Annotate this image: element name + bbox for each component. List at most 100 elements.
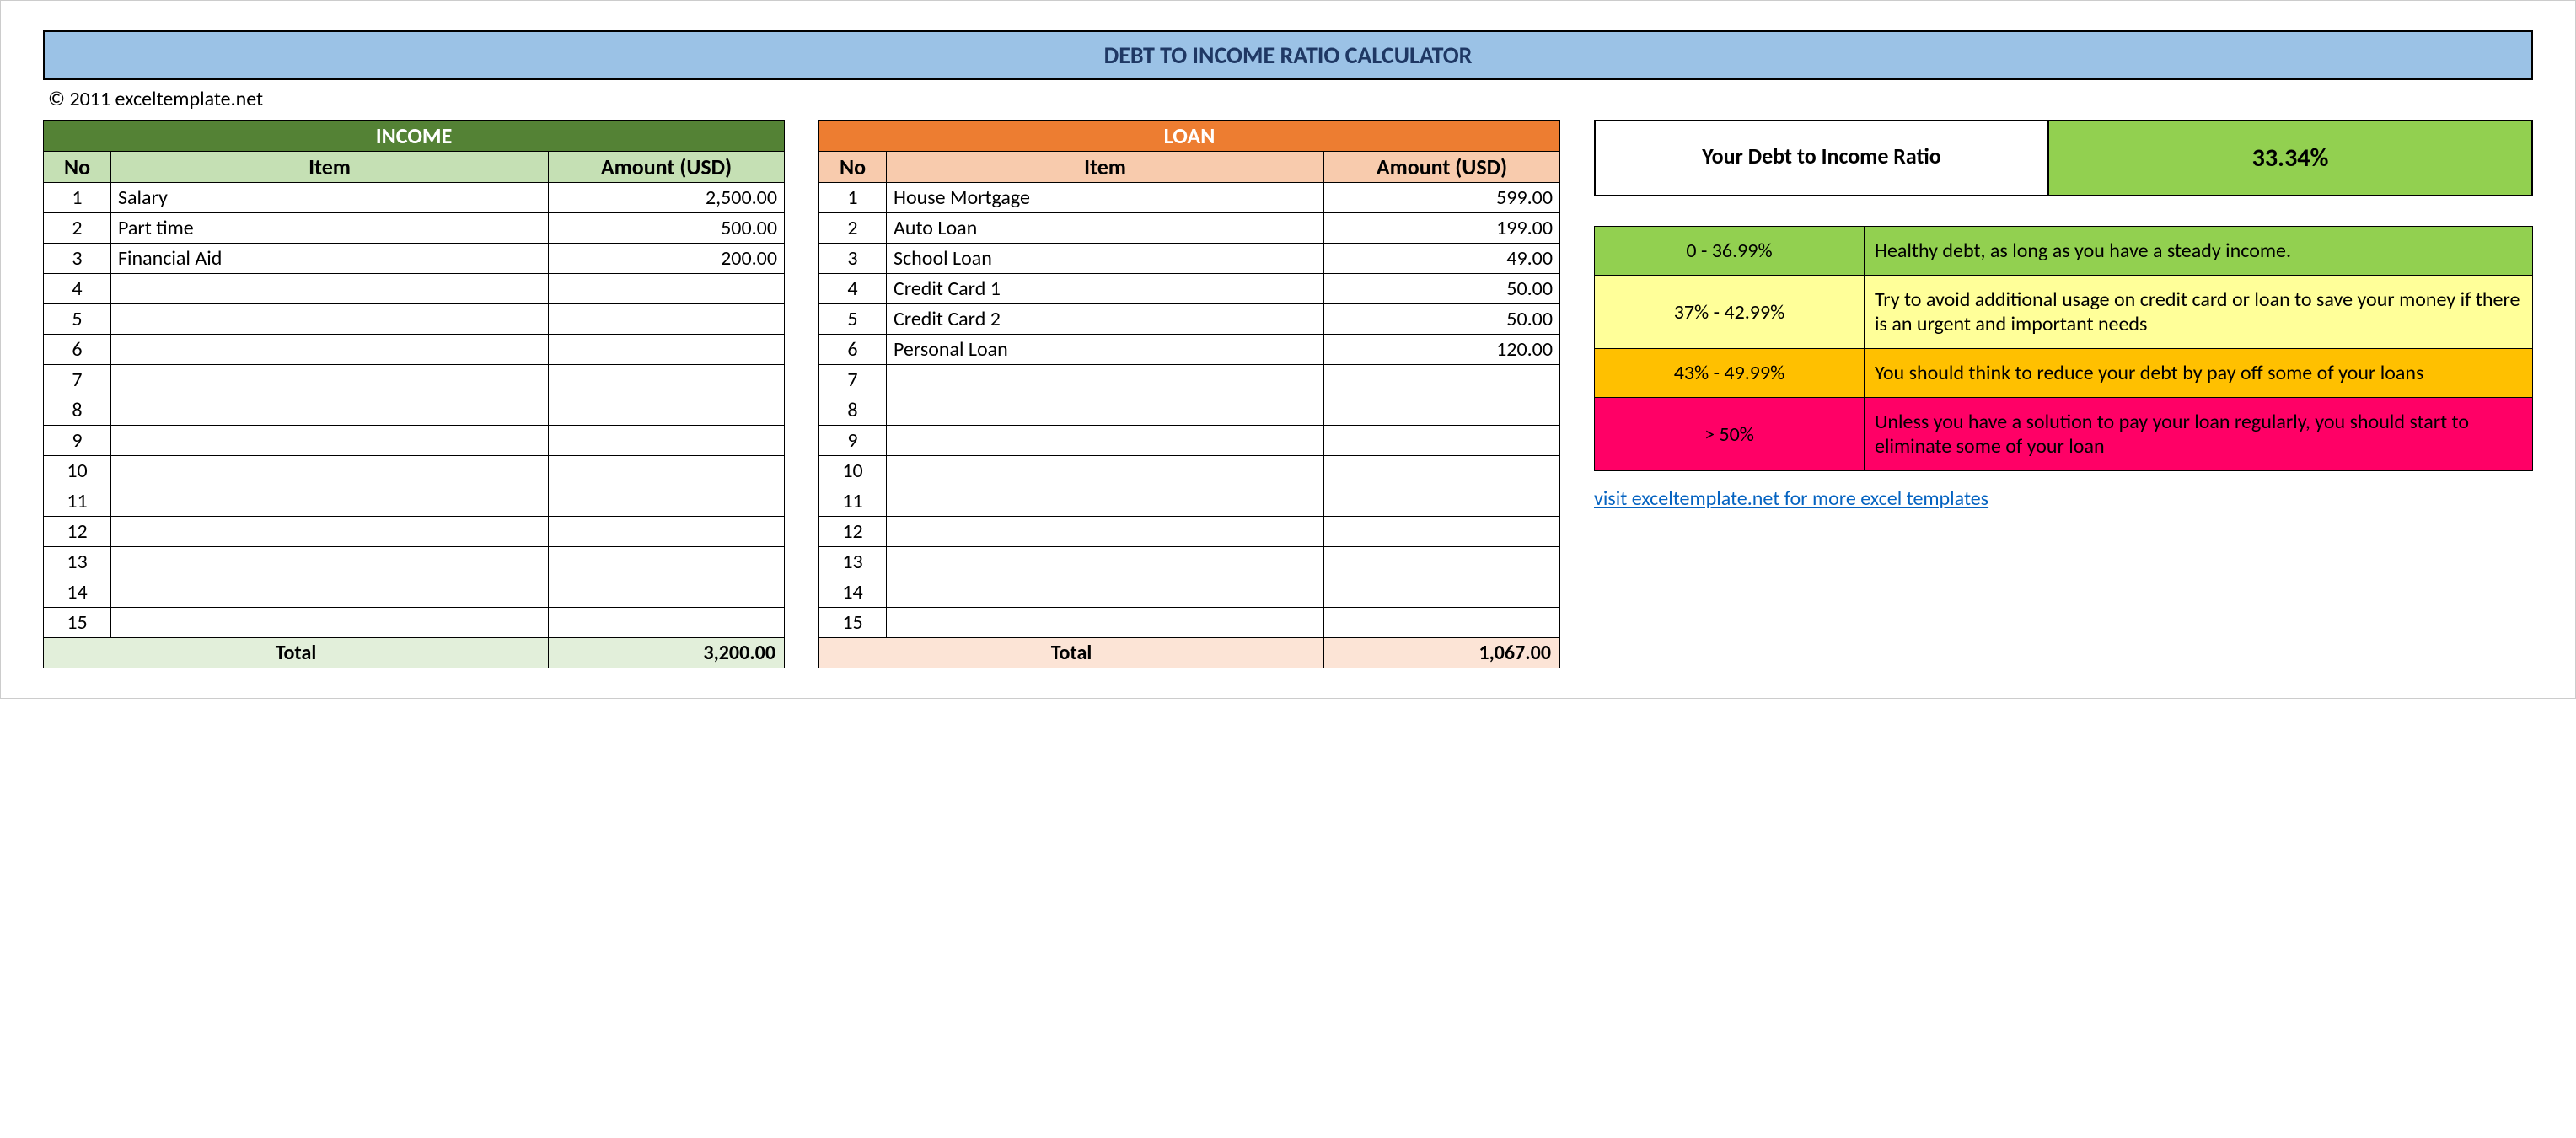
income-row-item[interactable] [111,274,549,304]
income-row-no[interactable]: 2 [44,213,111,244]
loan-row-item[interactable] [887,547,1324,577]
loan-row-no[interactable]: 10 [819,456,887,486]
loan-row-amount[interactable]: 50.00 [1324,304,1560,335]
income-row-amount[interactable]: 2,500.00 [549,183,785,213]
loan-row-item[interactable] [887,577,1324,608]
loan-row-item[interactable] [887,608,1324,638]
loan-row-amount[interactable] [1324,577,1560,608]
loan-row-item[interactable] [887,517,1324,547]
income-row-item[interactable]: Salary [111,183,549,213]
income-row-no[interactable]: 11 [44,486,111,517]
income-row-amount[interactable] [549,274,785,304]
loan-row-item[interactable]: Credit Card 1 [887,274,1324,304]
income-row-item[interactable]: Part time [111,213,549,244]
income-row-no[interactable]: 8 [44,395,111,426]
income-row: 6 [44,335,785,365]
income-row-amount[interactable] [549,547,785,577]
income-row: 11 [44,486,785,517]
loan-row-item[interactable]: Personal Loan [887,335,1324,365]
loan-row-no[interactable]: 2 [819,213,887,244]
loan-row-item[interactable] [887,365,1324,395]
loan-row-no[interactable]: 14 [819,577,887,608]
income-row-no[interactable]: 9 [44,426,111,456]
income-row-item[interactable] [111,456,549,486]
loan-row-item[interactable]: Auto Loan [887,213,1324,244]
loan-row-amount[interactable] [1324,395,1560,426]
loan-row-amount[interactable] [1324,486,1560,517]
income-row-item[interactable] [111,304,549,335]
loan-row-amount[interactable]: 120.00 [1324,335,1560,365]
income-row-item[interactable] [111,517,549,547]
income-row-no[interactable]: 7 [44,365,111,395]
income-row-amount[interactable] [549,608,785,638]
loan-row-amount[interactable]: 50.00 [1324,274,1560,304]
income-row-item[interactable] [111,395,549,426]
loan-row-item[interactable] [887,486,1324,517]
income-row-no[interactable]: 12 [44,517,111,547]
income-row-item[interactable] [111,335,549,365]
income-row-amount[interactable] [549,577,785,608]
income-row-amount[interactable]: 200.00 [549,244,785,274]
loan-row-no[interactable]: 11 [819,486,887,517]
income-row-no[interactable]: 15 [44,608,111,638]
income-row-no[interactable]: 1 [44,183,111,213]
loan-row-item[interactable] [887,456,1324,486]
loan-row-item[interactable] [887,426,1324,456]
loan-row-no[interactable]: 6 [819,335,887,365]
income-row-amount[interactable] [549,517,785,547]
loan-row: 9 [819,426,1560,456]
income-row-amount[interactable] [549,395,785,426]
loan-row-amount[interactable]: 599.00 [1324,183,1560,213]
income-row-item[interactable] [111,577,549,608]
loan-row-no[interactable]: 5 [819,304,887,335]
loan-row-amount[interactable] [1324,547,1560,577]
income-row-no[interactable]: 13 [44,547,111,577]
loan-header: LOAN [819,121,1560,152]
income-row-item[interactable] [111,426,549,456]
income-row-no[interactable]: 3 [44,244,111,274]
income-row-item[interactable]: Financial Aid [111,244,549,274]
ratio-label: Your Debt to Income Ratio [1594,120,2049,196]
income-row-amount[interactable]: 500.00 [549,213,785,244]
loan-row-amount[interactable] [1324,517,1560,547]
loan-row-no[interactable]: 1 [819,183,887,213]
loan-row-item[interactable] [887,395,1324,426]
loan-row-no[interactable]: 3 [819,244,887,274]
loan-row-item[interactable]: School Loan [887,244,1324,274]
loan-row-amount[interactable] [1324,456,1560,486]
income-row-amount[interactable] [549,335,785,365]
income-row-amount[interactable] [549,456,785,486]
loan-row-amount[interactable]: 49.00 [1324,244,1560,274]
loan-row-no[interactable]: 15 [819,608,887,638]
income-row-no[interactable]: 6 [44,335,111,365]
income-row-no[interactable]: 10 [44,456,111,486]
loan-row-item[interactable]: Credit Card 2 [887,304,1324,335]
loan-row-amount[interactable] [1324,365,1560,395]
copyright-text: © 2011 exceltemplate.net [43,80,2533,120]
income-row-item[interactable] [111,486,549,517]
income-row-item[interactable] [111,547,549,577]
income-row-no[interactable]: 4 [44,274,111,304]
loan-row-amount[interactable] [1324,426,1560,456]
loan-row-amount[interactable] [1324,608,1560,638]
ratio-value: 33.34% [2049,120,2533,196]
loan-row-amount[interactable]: 199.00 [1324,213,1560,244]
loan-row-no[interactable]: 8 [819,395,887,426]
income-row-item[interactable] [111,365,549,395]
income-row-amount[interactable] [549,304,785,335]
loan-row-no[interactable]: 13 [819,547,887,577]
loan-row-no[interactable]: 9 [819,426,887,456]
loan-row-no[interactable]: 4 [819,274,887,304]
template-link[interactable]: visit exceltemplate.net for more excel t… [1594,486,2533,511]
loan-row-no[interactable]: 12 [819,517,887,547]
loan-row-item[interactable]: House Mortgage [887,183,1324,213]
loan-row-no[interactable]: 7 [819,365,887,395]
income-row-no[interactable]: 5 [44,304,111,335]
income-row: 7 [44,365,785,395]
income-row-amount[interactable] [549,426,785,456]
income-row-amount[interactable] [549,486,785,517]
income-header: INCOME [44,121,785,152]
income-row-no[interactable]: 14 [44,577,111,608]
income-row-amount[interactable] [549,365,785,395]
income-row-item[interactable] [111,608,549,638]
